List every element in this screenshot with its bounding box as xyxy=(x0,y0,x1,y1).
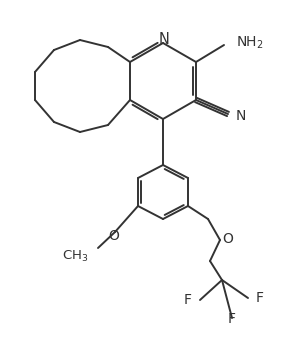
Text: F: F xyxy=(184,293,192,307)
Text: F: F xyxy=(256,291,264,305)
Text: N: N xyxy=(158,33,169,47)
Text: N: N xyxy=(236,109,246,123)
Text: NH$_2$: NH$_2$ xyxy=(236,35,264,51)
Text: F: F xyxy=(228,312,236,326)
Text: O: O xyxy=(222,232,233,246)
Text: CH$_3$: CH$_3$ xyxy=(61,248,88,264)
Text: O: O xyxy=(109,229,120,243)
